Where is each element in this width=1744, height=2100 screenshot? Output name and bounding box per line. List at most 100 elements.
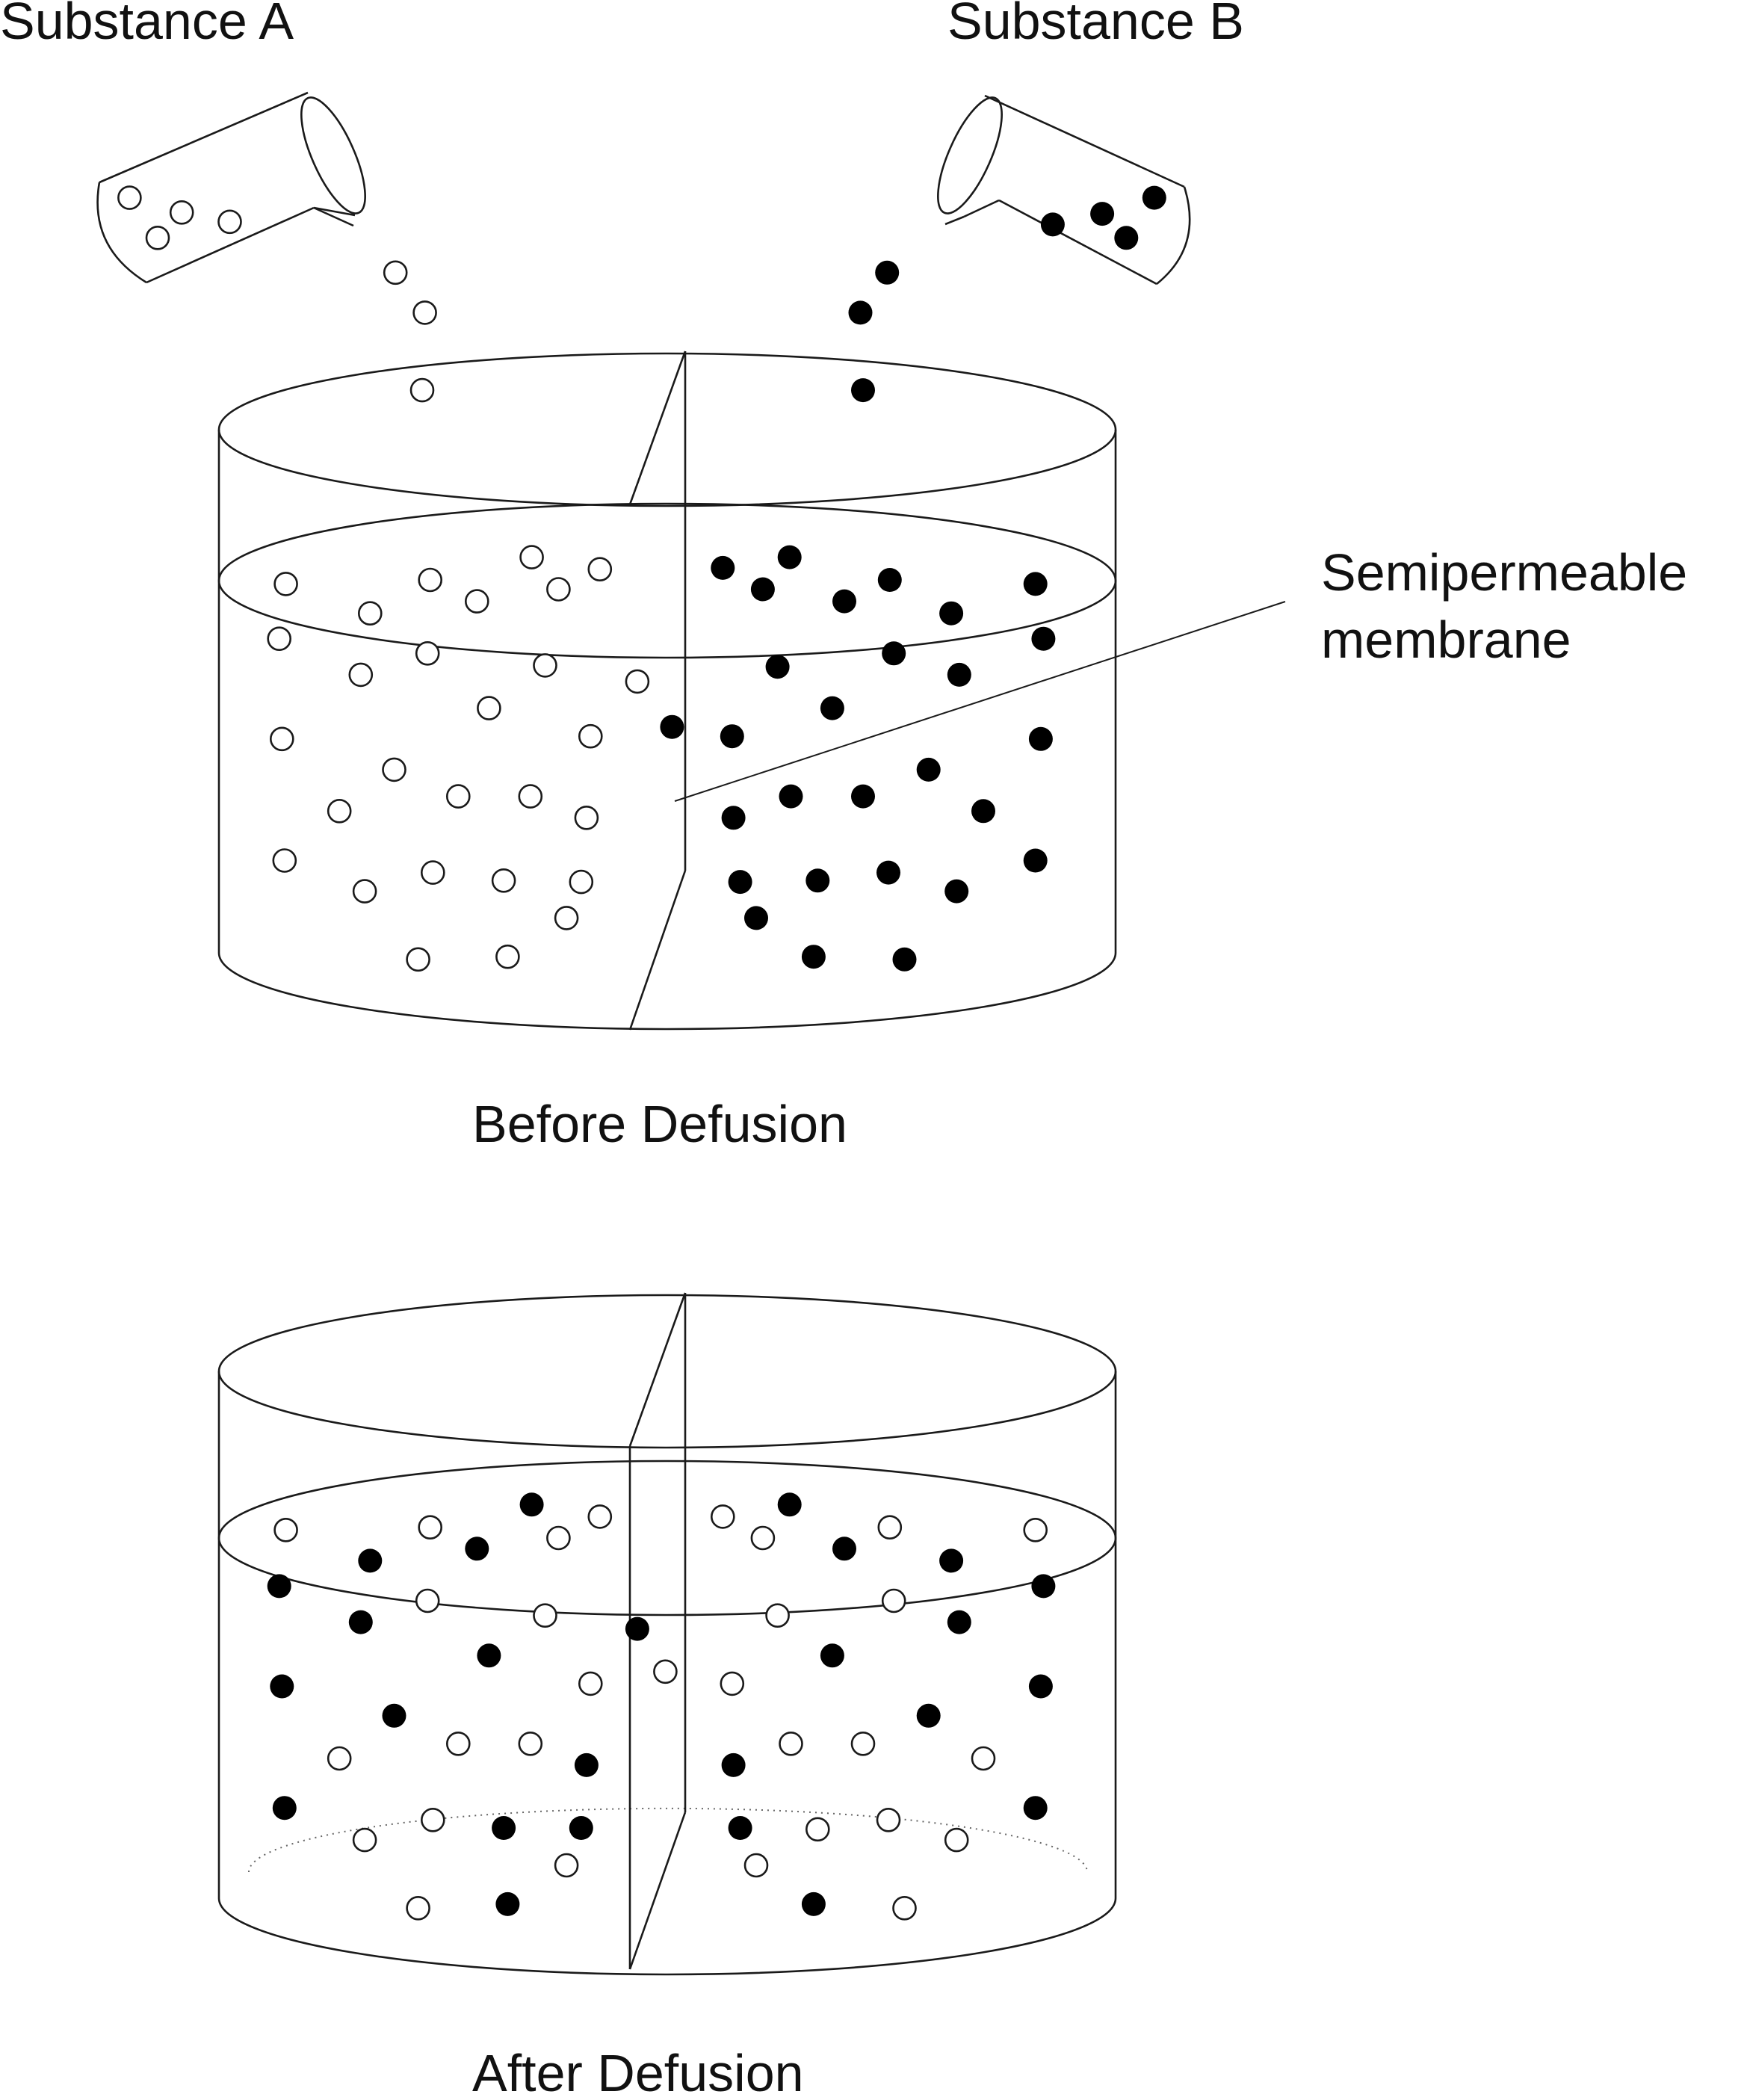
particle-a bbox=[750, 1525, 776, 1551]
particle-a bbox=[445, 1732, 471, 1756]
particle-a bbox=[445, 784, 471, 809]
particle-a bbox=[352, 1827, 377, 1853]
particle-a bbox=[418, 1515, 443, 1540]
particle-b bbox=[382, 1703, 406, 1728]
particle-a bbox=[944, 1827, 969, 1853]
particle-a bbox=[272, 848, 297, 873]
particle-a bbox=[519, 545, 544, 569]
particle-b bbox=[519, 1492, 544, 1517]
particle-a bbox=[348, 662, 374, 688]
particle-a bbox=[881, 1588, 906, 1613]
particle-b bbox=[569, 1816, 593, 1840]
particle-b bbox=[348, 1610, 373, 1634]
membrane-leader-line bbox=[674, 601, 1286, 802]
membrane-after bbox=[628, 1292, 687, 1970]
particle-b bbox=[750, 577, 775, 602]
particle-b bbox=[832, 589, 856, 614]
particle-a bbox=[779, 1732, 803, 1756]
particle-b bbox=[892, 947, 917, 972]
particle-a bbox=[518, 784, 543, 809]
particle-b bbox=[848, 300, 873, 325]
particle-b bbox=[1090, 202, 1115, 226]
particle-a bbox=[587, 557, 613, 582]
particle-b bbox=[876, 860, 900, 885]
substance-a-label: Substance A bbox=[0, 0, 294, 50]
particle-b bbox=[1028, 1674, 1053, 1699]
particle-b bbox=[947, 1610, 971, 1634]
after-caption: After Defusion bbox=[472, 2044, 804, 2100]
particle-b bbox=[916, 1703, 941, 1728]
particle-a bbox=[327, 799, 352, 824]
particle-b bbox=[820, 696, 844, 720]
particle-b bbox=[944, 879, 969, 904]
particle-a bbox=[877, 1515, 903, 1540]
particle-b bbox=[971, 799, 995, 824]
particle-a bbox=[533, 1603, 557, 1628]
particle-a bbox=[273, 1518, 298, 1542]
particle-b bbox=[832, 1537, 856, 1561]
particle-b bbox=[777, 1492, 802, 1517]
particle-b bbox=[805, 868, 830, 893]
particle-b bbox=[625, 1616, 649, 1641]
particle-a bbox=[518, 1732, 543, 1756]
membrane-label-line2: membrane bbox=[1321, 611, 1571, 669]
particle-b bbox=[947, 662, 971, 687]
particle-b bbox=[1142, 185, 1166, 210]
particle-a bbox=[273, 572, 298, 596]
particle-a bbox=[587, 1504, 613, 1529]
particle-a bbox=[357, 601, 383, 626]
particle-a bbox=[267, 626, 292, 652]
particle-b bbox=[820, 1643, 844, 1668]
particle-a bbox=[382, 757, 406, 782]
particle-b bbox=[916, 757, 941, 782]
particle-a bbox=[409, 377, 435, 403]
container-after bbox=[217, 1292, 1117, 1976]
particle-a bbox=[574, 806, 599, 830]
particle-b bbox=[877, 568, 902, 592]
particle-a bbox=[217, 209, 242, 235]
particle-b bbox=[721, 806, 746, 830]
particle-b bbox=[711, 555, 735, 580]
particles-layer bbox=[117, 185, 1166, 1921]
particle-a bbox=[625, 669, 650, 694]
before-caption: Before Defusion bbox=[472, 1095, 847, 1153]
particle-b bbox=[492, 1816, 516, 1840]
beaker-b-icon bbox=[937, 94, 1191, 285]
particle-b bbox=[801, 945, 826, 969]
particle-b bbox=[720, 724, 744, 749]
particle-a bbox=[383, 260, 408, 285]
particle-b bbox=[660, 714, 684, 739]
particle-b bbox=[267, 1574, 291, 1599]
particle-b bbox=[1031, 1574, 1056, 1599]
beaker-a-icon bbox=[96, 91, 366, 284]
particle-b bbox=[495, 1891, 520, 1916]
particle-a bbox=[1023, 1518, 1048, 1542]
particle-a bbox=[406, 947, 430, 972]
particle-a bbox=[546, 1525, 571, 1551]
membrane-label-line1: Semipermeable bbox=[1321, 543, 1687, 602]
particle-a bbox=[418, 567, 443, 593]
particle-b bbox=[777, 545, 802, 569]
particle-a bbox=[765, 1603, 790, 1628]
particle-a bbox=[420, 860, 445, 885]
particle-b bbox=[851, 784, 875, 809]
particle-a bbox=[578, 723, 603, 749]
particle-a bbox=[477, 696, 501, 720]
particle-b bbox=[477, 1643, 501, 1668]
particle-a bbox=[850, 1732, 876, 1756]
particle-b bbox=[801, 1891, 826, 1916]
particle-a bbox=[327, 1746, 352, 1771]
particle-b bbox=[1031, 626, 1056, 651]
particle-a bbox=[710, 1504, 735, 1529]
particle-b bbox=[1023, 572, 1048, 596]
particle-a bbox=[554, 906, 579, 930]
particle-b bbox=[939, 601, 964, 626]
particle-a bbox=[546, 577, 571, 602]
particle-a bbox=[145, 225, 170, 250]
membrane-before bbox=[628, 350, 687, 1031]
particle-b bbox=[728, 1816, 752, 1840]
particle-a bbox=[720, 1671, 745, 1696]
particle-b bbox=[721, 1752, 746, 1777]
particle-b bbox=[851, 378, 875, 403]
particle-b bbox=[1114, 226, 1139, 250]
